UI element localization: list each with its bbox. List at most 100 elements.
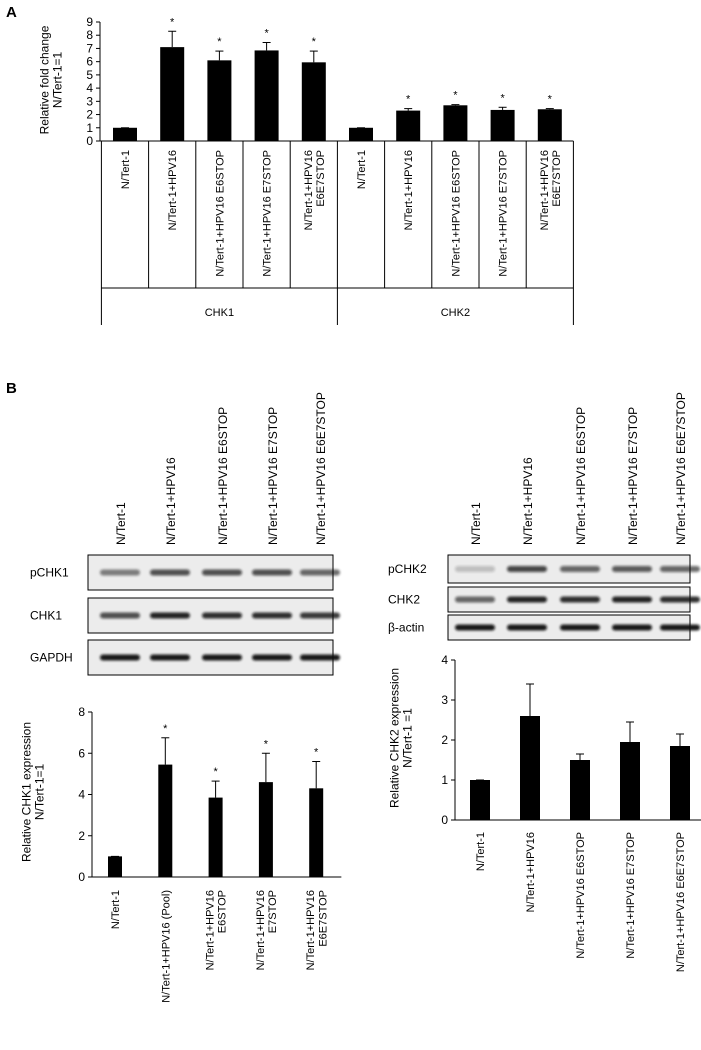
bar [309,788,324,877]
bar [396,110,421,141]
y-tick-label: 0 [441,813,448,827]
significance-star: * [213,766,218,778]
blot-band [660,624,700,631]
bar [470,780,490,820]
bar [160,47,185,141]
lane-label: N/Tert-1+HPV16 E6STOP [216,407,230,545]
bar [108,856,122,877]
group-label: CHK1 [205,307,234,319]
bar [113,127,137,141]
lane-label: N/Tert-1+HPV16 E7STOP [266,407,280,545]
significance-star: * [500,92,505,104]
y-tick-label: 0 [86,134,93,148]
blot-band [202,654,242,661]
lane-label: N/Tert-1 [469,502,483,545]
blot-band [150,612,190,619]
group-label: CHK2 [441,307,470,319]
y-axis-label: Relative fold changeN/Tert-1=1 [37,25,64,134]
significance-star: * [453,90,458,102]
x-tick-label: N/Tert-1+HPV16 E7STOP [262,150,274,277]
significance-star: * [406,94,411,106]
x-tick-label: N/Tert-1+HPV16 E6E7STOP [675,832,687,972]
panel-label: B [6,380,17,397]
bar [537,109,562,141]
blot-band [507,566,547,572]
blot-band [455,596,495,603]
y-tick-label: 2 [86,108,93,122]
error-bar [211,780,220,798]
y-tick-label: 7 [86,41,93,55]
x-tick-label: N/Tert-1+HPV16 [167,150,179,230]
lane-label: N/Tert-1+HPV16 E7STOP [626,407,640,545]
error-bar [404,108,413,111]
blot-band [660,566,700,572]
error-bar [576,753,584,760]
x-tick-label: N/Tert-1+HPV16E6E7STOP [305,890,329,970]
blot-band [560,624,600,631]
blot-row-label: CHK2 [388,593,420,607]
lane-label: N/Tert-1+HPV16 E6E7STOP [674,392,688,545]
bar [443,105,468,141]
y-tick-label: 0 [78,870,85,884]
error-bar [545,108,554,110]
y-tick-label: 3 [86,94,93,108]
y-tick-label: 8 [86,28,93,42]
lane-label: N/Tert-1 [114,502,128,545]
significance-star: * [163,723,168,735]
error-bar [626,721,634,742]
bar [207,60,232,141]
x-tick-label: N/Tert-1+HPV16E6STOP [205,890,229,970]
bar [490,109,515,141]
bar [158,764,173,877]
blot-band [100,569,140,576]
y-tick-label: 6 [86,55,93,69]
y-tick-label: 1 [441,773,448,787]
significance-star: * [264,738,269,750]
blot-band [612,624,652,631]
blot-row-label: pCHK2 [388,562,427,576]
x-tick-label: N/Tert-1+HPV16 [403,150,415,230]
error-bar [312,761,321,789]
blot-row-label: GAPDH [30,651,73,665]
y-tick-label: 4 [441,653,448,667]
blot-band [252,569,292,576]
x-tick-label: N/Tert-1+HPV16E6E7STOP [539,150,563,230]
blot-row-label: pCHK1 [30,566,69,580]
blot-band [202,612,242,619]
x-tick-label: N/Tert-1 [110,890,122,929]
error-bar [161,737,170,765]
y-tick-label: 2 [78,829,85,843]
error-bar [262,41,271,51]
x-tick-label: N/Tert-1+HPV16 E7STOP [498,150,510,277]
y-tick-label: 8 [78,705,85,719]
x-tick-label: N/Tert-1+HPV16E7STOP [255,890,279,970]
error-bar [309,50,318,63]
bar [254,50,279,141]
x-tick-label: N/Tert-1 [356,150,368,189]
x-tick-label: N/Tert-1+HPV16 E6STOP [450,150,462,277]
blot-band [202,569,242,576]
significance-star: * [264,27,269,39]
bar [208,797,223,877]
y-tick-label: 5 [86,68,93,82]
blot-band [560,566,600,572]
error-bar [215,50,224,61]
x-tick-label: N/Tert-1 [120,150,132,189]
x-tick-label: N/Tert-1+HPV16 [525,832,537,912]
y-tick-label: 1 [86,121,93,135]
bar [301,62,326,142]
blot-band [150,654,190,661]
blot-band [507,624,547,631]
y-tick-label: 2 [441,733,448,747]
y-tick-label: 4 [78,788,85,802]
y-tick-label: 9 [86,15,93,29]
significance-star: * [312,36,317,48]
lane-label: N/Tert-1+HPV16 E6STOP [574,407,588,545]
y-axis-label: Relative CHK2 expressionN/Tert-1 =1 [387,668,414,808]
y-tick-label: 6 [78,746,85,760]
y-tick-label: 4 [86,81,93,95]
blot-band [455,624,495,631]
bar [520,716,540,820]
x-tick-label: N/Tert-1+HPV16 (Pool) [160,890,172,1003]
